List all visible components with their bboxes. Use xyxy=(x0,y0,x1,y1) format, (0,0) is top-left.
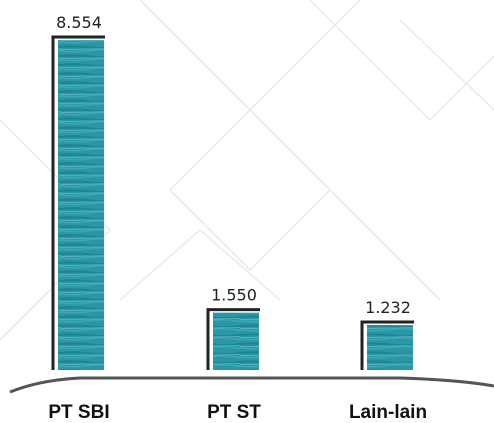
bar-outline xyxy=(206,308,260,370)
data-label: 1.232 xyxy=(365,298,411,317)
bar xyxy=(58,40,104,370)
x-axis-baseline xyxy=(9,376,494,394)
data-label: 8.554 xyxy=(56,13,102,32)
category-label: PT ST xyxy=(207,402,261,423)
category-label: PT SBI xyxy=(48,402,109,423)
bar xyxy=(367,325,413,370)
category-labels: PT SBI PT ST Lain-lain xyxy=(48,402,427,423)
bars xyxy=(51,35,414,370)
data-label: 1.550 xyxy=(211,286,257,305)
background-pattern xyxy=(0,0,494,341)
bar-outline xyxy=(360,320,414,370)
value-labels: 8.554 1.550 1.232 xyxy=(56,13,411,317)
bar-outline xyxy=(51,35,105,370)
category-label: Lain-lain xyxy=(349,402,427,423)
bar xyxy=(213,312,259,370)
